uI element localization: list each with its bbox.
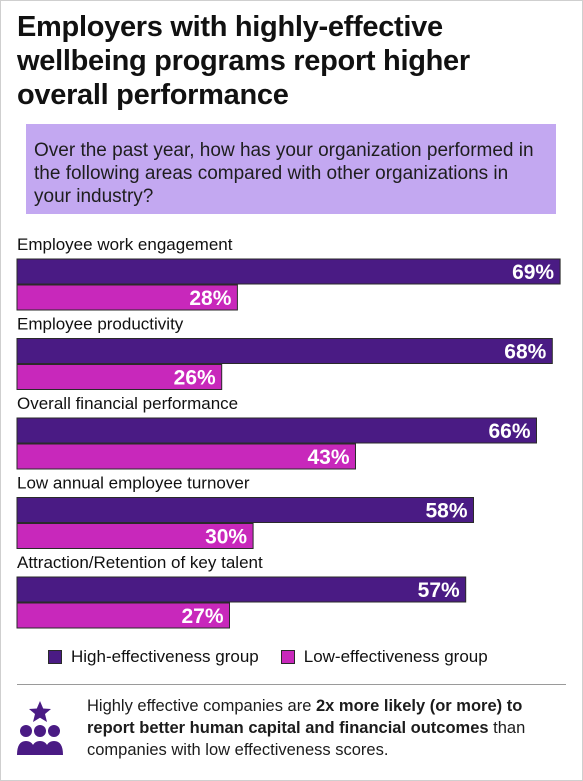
value-label-high-employee-productivity: 68% (504, 341, 546, 364)
category-label-overall-financial-performance: Overall financial performance (17, 394, 238, 413)
value-label-high-attraction-retention-of-key-talent: 57% (418, 579, 460, 602)
question-text: Over the past year, how has your organiz… (34, 140, 534, 207)
bar-low-low-annual-employee-turnover (16, 523, 254, 549)
footnote: Highly effective companies are 2x more l… (87, 695, 572, 761)
value-label-low-employee-productivity: 26% (174, 367, 216, 390)
question-box (26, 124, 556, 214)
bar-chart: Employee work engagement 69% 28% Employee p… (16, 235, 561, 629)
legend-swatch-high (48, 650, 62, 664)
footnote-bold: 2x more likely (or more) to report bette… (87, 697, 523, 737)
bar-low-attraction-retention-of-key-talent (16, 602, 230, 629)
value-label-high-employee-work-engagement: 69% (512, 261, 554, 284)
category-label-attraction-retention-of-key-talent: Attraction/Retention of key talent (17, 553, 263, 572)
chart-title: Employers with highly-effective wellbein… (17, 11, 470, 111)
footnote-post: than companies with low effectiveness sc… (87, 719, 526, 759)
value-label-low-employee-work-engagement: 28% (189, 287, 231, 310)
bar-high-employee-work-engagement (16, 258, 561, 285)
bar-high-low-annual-employee-turnover (16, 497, 474, 523)
value-label-low-low-annual-employee-turnover: 30% (205, 526, 247, 549)
divider (17, 684, 566, 685)
people-star-icon (17, 701, 63, 755)
value-label-low-overall-financial-performance: 43% (307, 446, 349, 469)
legend-item-low: Low-effectiveness group (280, 647, 488, 667)
legend-swatch-low (280, 650, 295, 664)
category-label-employee-productivity: Employee productivity (17, 315, 184, 334)
bar-low-overall-financial-performance (16, 443, 356, 470)
category-label-low-annual-employee-turnover: Low annual employee turnover (17, 474, 250, 493)
value-label-high-low-annual-employee-turnover: 58% (425, 500, 467, 523)
bar-low-employee-productivity (16, 364, 223, 390)
bar-high-overall-financial-performance (16, 417, 537, 444)
legend-item-high: High-effectiveness group (48, 647, 259, 667)
footnote-pre: Highly effective companies are (87, 697, 316, 715)
bar-high-employee-productivity (16, 338, 553, 364)
bar-low-employee-work-engagement (16, 284, 238, 311)
bar-high-attraction-retention-of-key-talent (16, 576, 467, 603)
category-label-employee-work-engagement: Employee work engagement (17, 235, 233, 254)
value-label-high-overall-financial-performance: 66% (488, 420, 530, 443)
value-label-low-attraction-retention-of-key-talent: 27% (181, 605, 223, 628)
legend: High-effectiveness group Low-effectivene… (48, 645, 510, 669)
legend-label-low: Low-effectiveness group (303, 647, 488, 666)
legend-label-high: High-effectiveness group (71, 647, 259, 666)
